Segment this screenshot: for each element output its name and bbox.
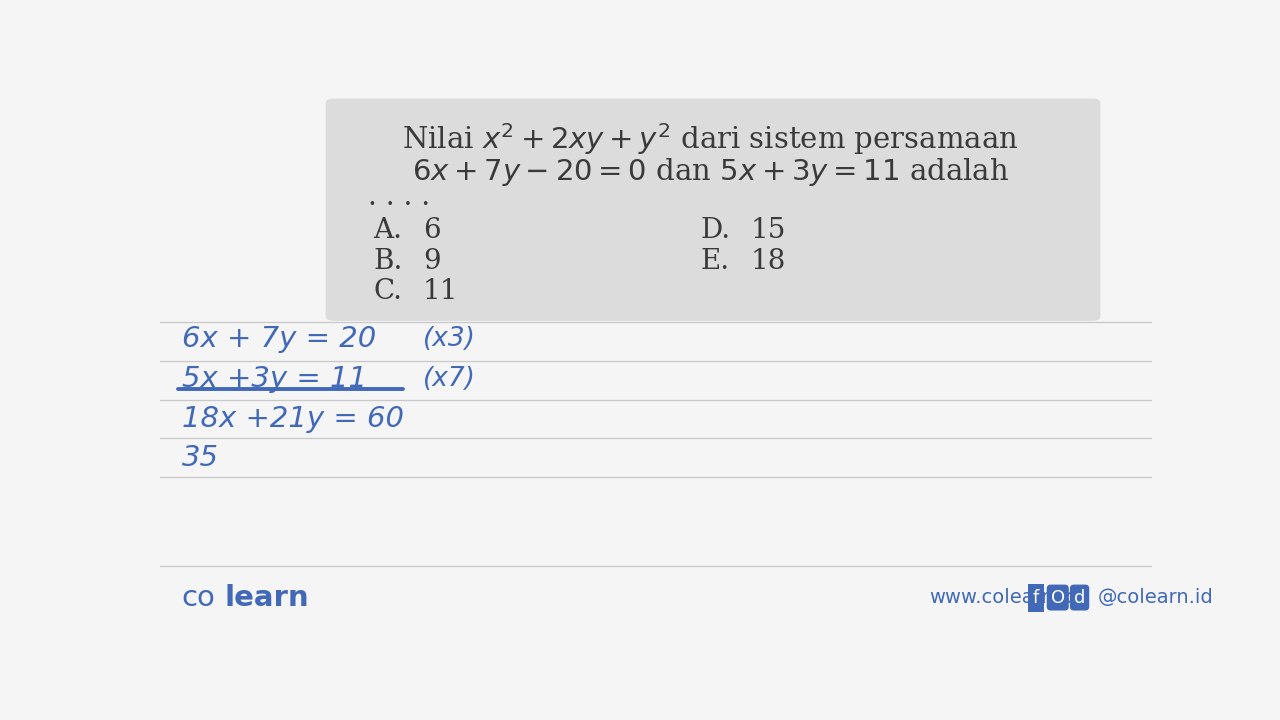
Text: www.colearn.id: www.colearn.id	[929, 588, 1078, 607]
Text: 18x +21y = 60: 18x +21y = 60	[182, 405, 403, 433]
Text: E.: E.	[700, 248, 730, 274]
Text: . . . .: . . . .	[369, 184, 430, 211]
Text: (x7): (x7)	[422, 366, 476, 392]
Text: $6x + 7y - 20 = 0$ dan $5x + 3y = 11$ adalah: $6x + 7y - 20 = 0$ dan $5x + 3y = 11$ ad…	[412, 156, 1009, 189]
Text: co: co	[182, 583, 216, 611]
Text: (x3): (x3)	[422, 325, 476, 351]
Text: 9: 9	[422, 248, 440, 274]
Text: 35: 35	[182, 444, 219, 472]
Text: 5x +3y = 11: 5x +3y = 11	[182, 364, 367, 392]
Text: 6x + 7y = 20: 6x + 7y = 20	[182, 325, 376, 353]
Text: B.: B.	[374, 248, 403, 274]
Text: d: d	[1074, 588, 1085, 606]
Text: learn: learn	[224, 583, 308, 611]
Text: 15: 15	[750, 217, 786, 244]
Text: O: O	[1051, 588, 1065, 606]
FancyBboxPatch shape	[325, 99, 1101, 321]
Text: 18: 18	[750, 248, 786, 274]
Text: 11: 11	[422, 278, 458, 305]
Text: f: f	[1033, 588, 1039, 606]
Text: D.: D.	[700, 217, 731, 244]
Text: A.: A.	[374, 217, 402, 244]
Text: C.: C.	[374, 278, 402, 305]
Text: 6: 6	[422, 217, 440, 244]
Text: @colearn.id: @colearn.id	[1097, 588, 1213, 607]
Text: Nilai $x^2 + 2xy + y^2$ dari sistem persamaan: Nilai $x^2 + 2xy + y^2$ dari sistem pers…	[402, 121, 1019, 157]
